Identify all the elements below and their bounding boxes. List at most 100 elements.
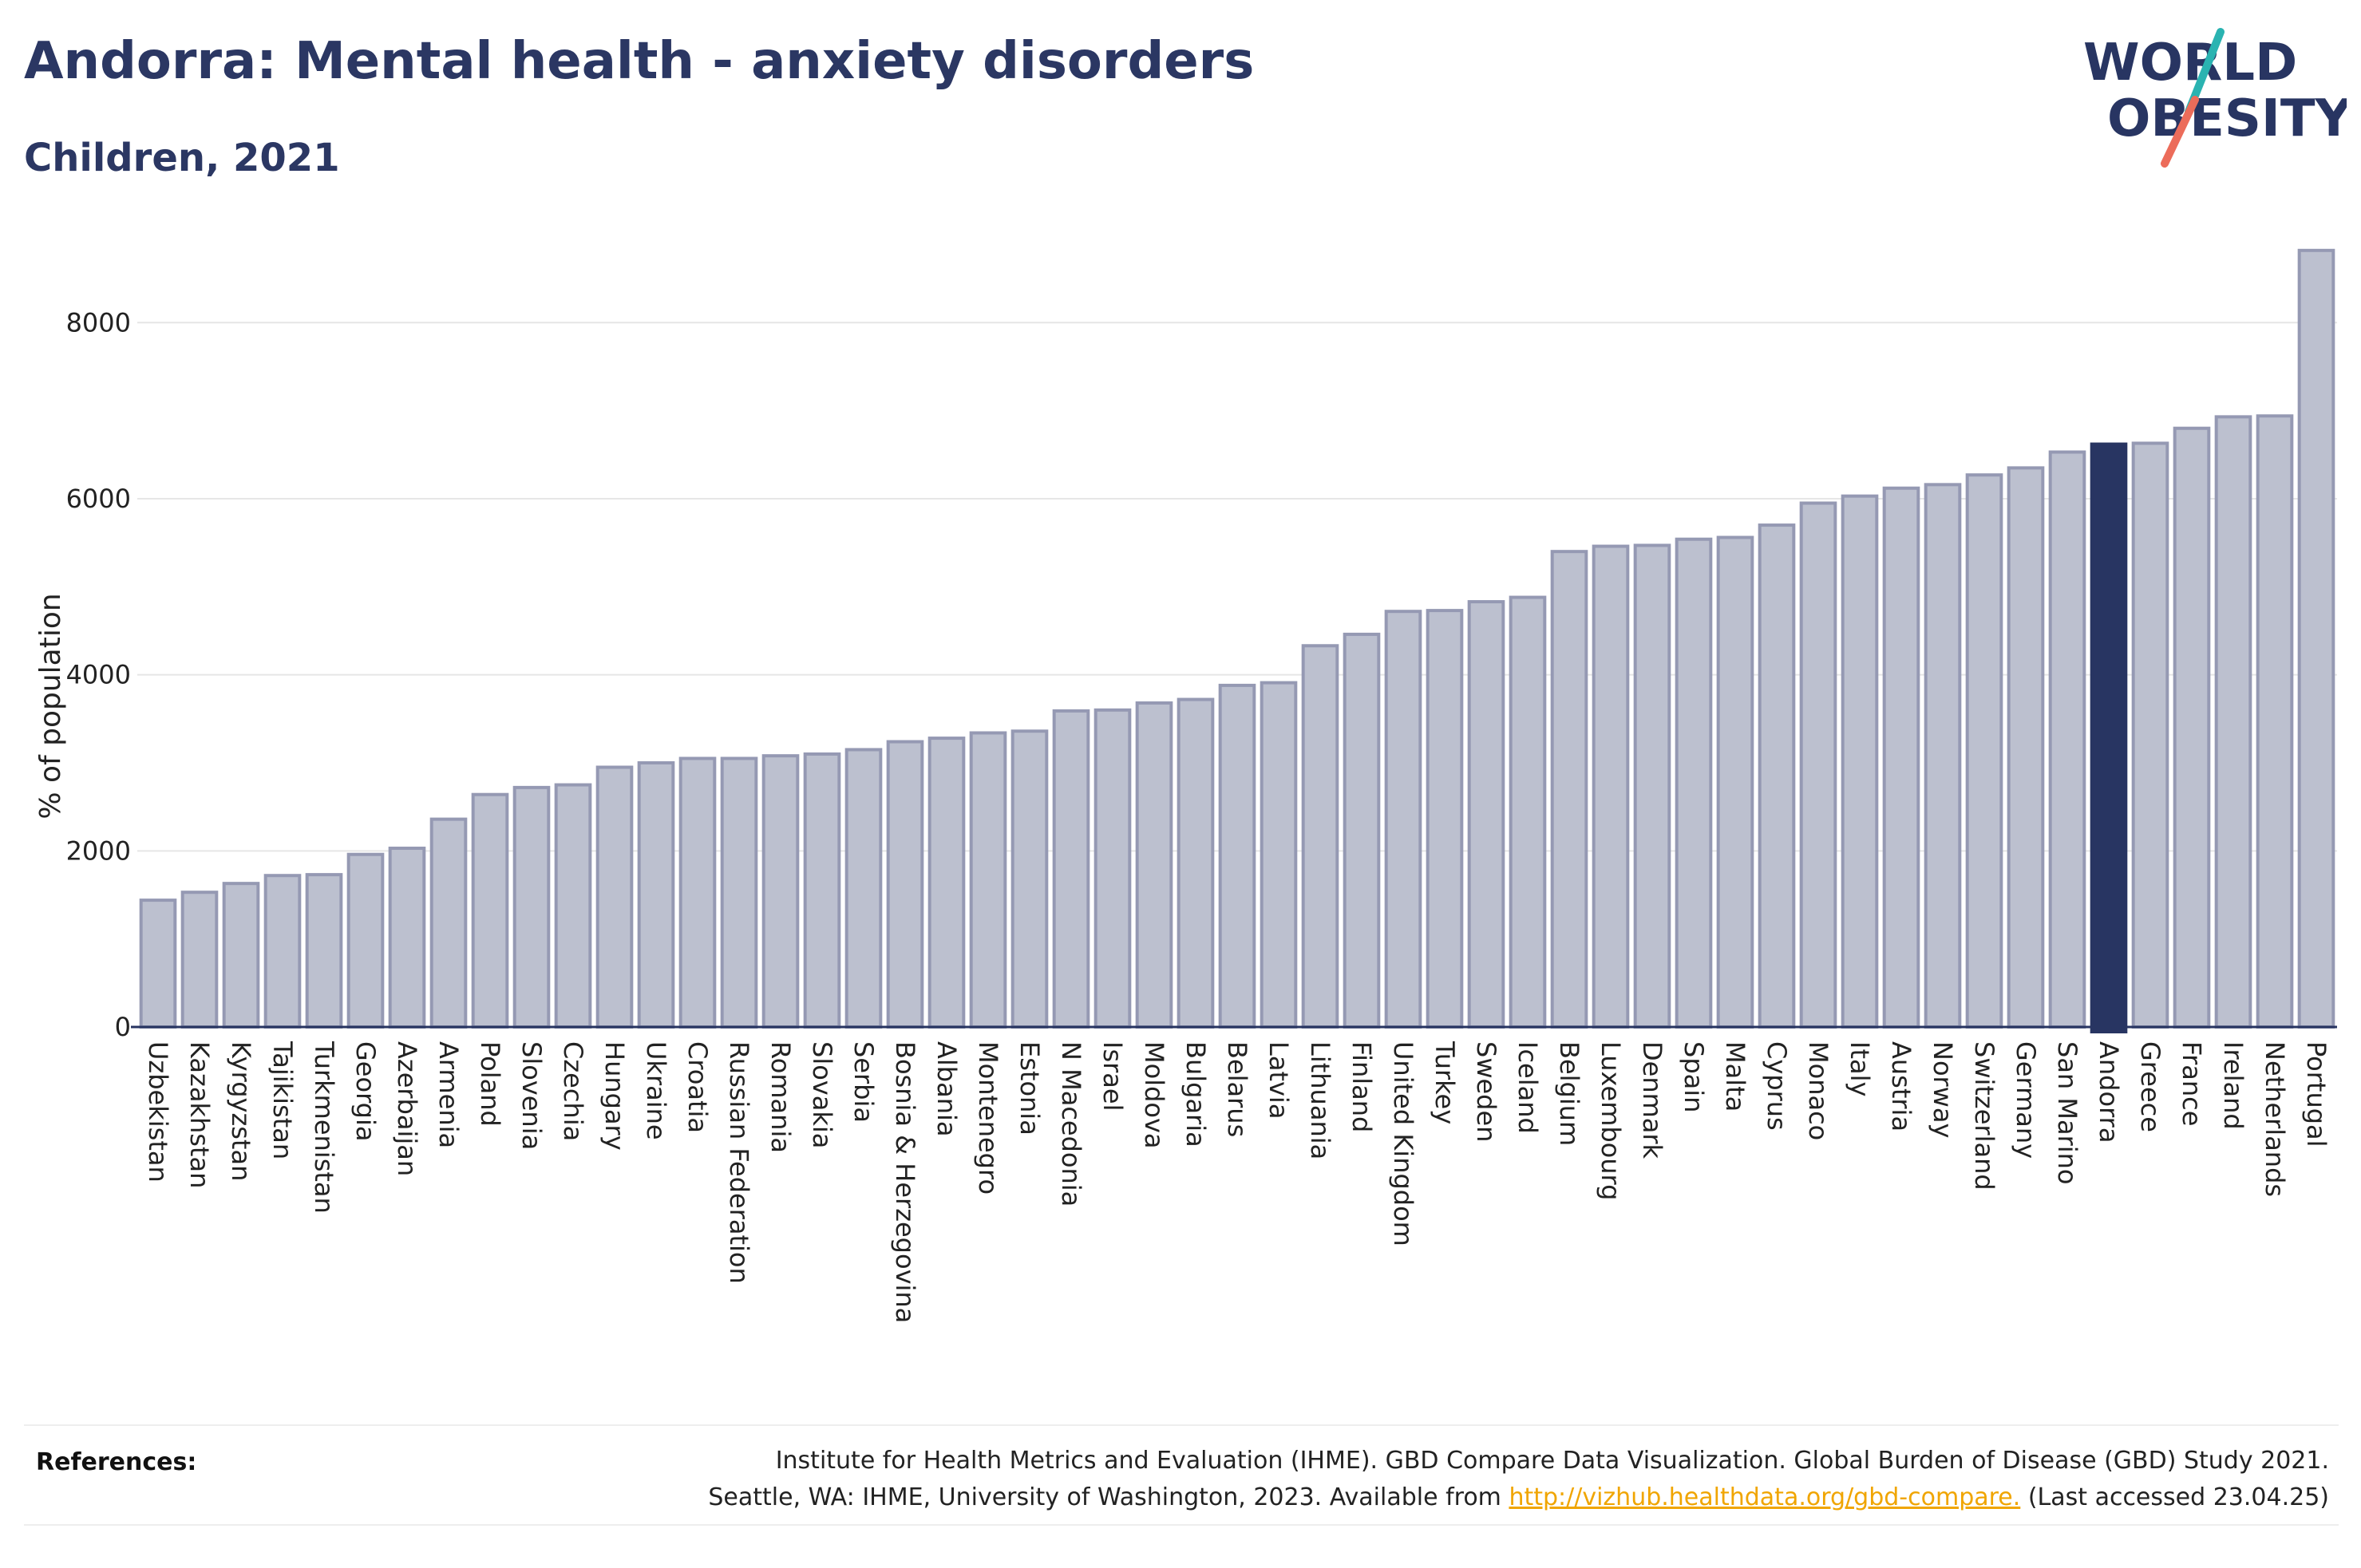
bar xyxy=(471,792,509,1029)
x-tick-label: Monaco xyxy=(1803,1041,1833,1140)
bar xyxy=(595,765,634,1029)
references-bottom-divider xyxy=(24,1524,2339,1526)
bar xyxy=(1841,494,1879,1029)
x-tick-label: Poland xyxy=(475,1041,505,1127)
x-tick-label: Portugal xyxy=(2301,1041,2331,1147)
bar xyxy=(429,817,468,1029)
y-tick-label: 6000 xyxy=(66,484,131,514)
references-text: Institute for Health Metrics and Evaluat… xyxy=(334,1443,2329,1516)
bar xyxy=(1177,697,1215,1029)
bar xyxy=(263,874,302,1029)
x-tick-label: France xyxy=(2177,1041,2207,1126)
y-tick-labels: 0 2000 4000 6000 8000 xyxy=(66,307,131,1042)
y-tick-label: 0 xyxy=(115,1012,131,1042)
references-line-2: Seattle, WA: IHME, University of Washing… xyxy=(334,1479,2329,1516)
bar xyxy=(1426,609,1464,1029)
x-tick-label: Germany xyxy=(2011,1041,2041,1159)
bar-chart: 0 2000 4000 6000 8000 Uzbekistan Kazakhstan Ky… xyxy=(34,248,2337,1323)
bar xyxy=(1218,683,1256,1029)
x-tick-label: United Kingdom xyxy=(1388,1041,1418,1246)
bar xyxy=(512,785,551,1029)
bar xyxy=(720,756,758,1029)
bar xyxy=(2007,466,2045,1029)
bar xyxy=(1135,701,1173,1029)
references-link[interactable]: http://vizhub.healthdata.org/gbd-compare… xyxy=(1509,1483,2021,1511)
x-tick-label: Cyprus xyxy=(1762,1041,1792,1131)
references-label: References: xyxy=(36,1448,197,1476)
x-tick-label: Tajikistan xyxy=(267,1041,298,1159)
bar xyxy=(1260,681,1298,1029)
x-tick-label: Russian Federation xyxy=(724,1041,754,1284)
bar xyxy=(1301,644,1339,1029)
world-obesity-logo: WORLD OBESITY xyxy=(2083,28,2347,168)
bar xyxy=(1010,729,1049,1029)
x-tick-label: San Marino xyxy=(2052,1041,2082,1185)
bar-highlight xyxy=(2090,442,2128,1033)
bar xyxy=(1384,610,1422,1029)
x-tick-label: Turkmenistan xyxy=(309,1041,339,1214)
references-line-1: Institute for Health Metrics and Evaluat… xyxy=(775,1447,2329,1475)
x-tick-label: Denmark xyxy=(1637,1041,1667,1159)
bar xyxy=(1550,550,1588,1029)
bar xyxy=(803,752,841,1029)
x-tick-label: N Macedonia xyxy=(1056,1041,1086,1207)
x-tick-label: Malta xyxy=(1720,1041,1750,1112)
y-tick-label: 2000 xyxy=(66,835,131,866)
x-tick-label: Estonia xyxy=(1014,1041,1045,1136)
logo-slash-coral xyxy=(2161,96,2199,168)
bar xyxy=(844,748,883,1029)
x-tick-label: Austria xyxy=(1886,1041,1916,1132)
x-category-labels: Uzbekistan Kazakhstan Kyrgyzstan Tajikistan… xyxy=(143,1041,2331,1323)
x-tick-label: Kazakhstan xyxy=(184,1041,215,1188)
bar xyxy=(1799,501,1837,1029)
bar xyxy=(1467,600,1505,1029)
x-tick-label: Georgia xyxy=(350,1041,381,1141)
x-tick-label: Albania xyxy=(931,1041,962,1136)
x-tick-label: Italy xyxy=(1845,1041,1875,1096)
bar xyxy=(1924,483,1962,1029)
x-tick-label: Sweden xyxy=(1471,1041,1501,1142)
y-axis-label: % of population xyxy=(34,593,67,819)
bar xyxy=(1343,632,1381,1029)
references-line-2-prefix: Seattle, WA: IHME, University of Washing… xyxy=(708,1483,1509,1511)
x-tick-label: Netherlands xyxy=(2260,1041,2290,1197)
x-tick-label: Romania xyxy=(765,1041,796,1153)
x-tick-label: Turkey xyxy=(1430,1041,1460,1124)
x-tick-label: Latvia xyxy=(1264,1041,1294,1119)
x-tick-label: Uzbekistan xyxy=(143,1041,173,1183)
bar xyxy=(927,737,966,1029)
bar xyxy=(346,852,385,1029)
x-tick-label: Ireland xyxy=(2218,1041,2248,1130)
bar xyxy=(222,882,260,1029)
bar xyxy=(1592,544,1630,1029)
bar xyxy=(637,760,675,1029)
y-tick-label: 4000 xyxy=(66,660,131,690)
bar xyxy=(2048,450,2086,1029)
bars xyxy=(139,248,2335,1033)
y-tick-label: 8000 xyxy=(66,307,131,338)
bar xyxy=(1965,473,2003,1029)
bar xyxy=(1633,543,1671,1029)
x-tick-label: Bosnia & Herzegovina xyxy=(890,1041,920,1323)
x-tick-label: Hungary xyxy=(599,1041,630,1151)
bar xyxy=(2214,415,2252,1029)
bar xyxy=(1675,537,1713,1029)
bar xyxy=(2256,414,2294,1029)
x-tick-label: Israel xyxy=(1097,1041,1128,1111)
bar xyxy=(969,731,1007,1029)
x-tick-label: Finland xyxy=(1347,1041,1377,1132)
x-tick-label: Belgium xyxy=(1554,1041,1584,1146)
x-tick-label: Slovakia xyxy=(807,1041,837,1148)
bar xyxy=(1509,595,1547,1029)
bar xyxy=(1052,709,1090,1029)
x-tick-label: Greece xyxy=(2135,1041,2165,1132)
logo-text-world: WORLD xyxy=(2083,34,2297,93)
bar xyxy=(388,847,426,1029)
x-tick-label: Armenia xyxy=(433,1041,464,1148)
x-tick-label: Czechia xyxy=(558,1041,588,1141)
bar xyxy=(1758,523,1796,1029)
references-line-2-suffix: (Last accessed 23.04.25) xyxy=(2020,1483,2329,1511)
bar xyxy=(1716,535,1754,1029)
page-title: Andorra: Mental health - anxiety disorde… xyxy=(24,32,1255,91)
bar xyxy=(139,899,177,1029)
